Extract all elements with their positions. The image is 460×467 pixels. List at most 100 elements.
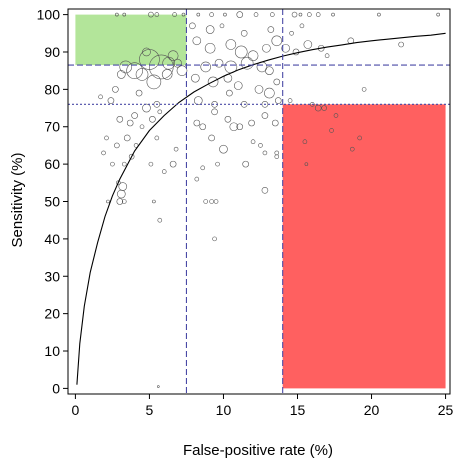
study-point	[126, 62, 143, 79]
study-point	[398, 41, 404, 48]
study-point	[211, 108, 218, 116]
study-point	[248, 119, 255, 127]
study-point	[224, 115, 232, 123]
study-point	[212, 236, 217, 242]
study-point	[253, 12, 259, 17]
study-point	[247, 50, 259, 62]
study-point	[192, 36, 202, 46]
study-point	[236, 123, 244, 131]
y-tick-label: 70	[44, 119, 60, 135]
study-point	[303, 40, 313, 49]
study-point	[262, 43, 271, 53]
study-point	[349, 146, 355, 152]
reference-lines	[68, 9, 450, 394]
study-point	[242, 160, 249, 168]
study-point	[324, 53, 330, 59]
study-point	[131, 112, 138, 119]
study-point	[110, 161, 115, 167]
study-point	[361, 87, 367, 92]
study-point	[261, 112, 269, 119]
study-point	[196, 12, 201, 17]
study-point	[310, 102, 315, 107]
study-point	[119, 60, 133, 74]
study-point	[240, 29, 248, 37]
y-axis-label: Sensitivity (%)	[9, 152, 26, 247]
study-point	[200, 165, 206, 171]
study-point	[299, 23, 305, 29]
study-point	[107, 97, 115, 104]
study-point	[135, 68, 149, 81]
study-point	[436, 12, 440, 17]
study-point	[148, 161, 154, 167]
study-point	[219, 23, 225, 29]
shaded-regions	[75, 14, 446, 389]
study-point	[291, 11, 298, 18]
study-point	[225, 39, 237, 50]
study-point	[118, 182, 128, 191]
study-point	[169, 160, 177, 168]
study-point	[191, 73, 200, 83]
study-point	[274, 150, 280, 156]
x-tick-label: 10	[216, 402, 232, 418]
study-point	[162, 56, 175, 70]
study-point	[262, 150, 268, 156]
study-point	[161, 169, 167, 174]
x-tick-label: 0	[72, 402, 80, 418]
study-point	[122, 12, 127, 17]
study-point	[233, 81, 243, 90]
study-point	[331, 12, 335, 17]
y-tick-label: 80	[44, 81, 60, 97]
study-point	[304, 162, 309, 166]
study-point	[274, 154, 280, 159]
study-point	[161, 69, 173, 80]
study-point	[219, 144, 228, 154]
x-tick-label: 5	[146, 402, 154, 418]
y-tick-label: 60	[44, 156, 60, 172]
study-point	[117, 70, 126, 79]
study-point	[223, 12, 227, 17]
x-axis-ticks: 0 5 10 15 20 25	[72, 394, 454, 418]
y-tick-label: 0	[52, 380, 60, 396]
study-point	[173, 58, 182, 68]
study-point	[315, 12, 321, 17]
fitted-curve-layer	[76, 32, 446, 385]
study-point	[112, 86, 119, 93]
study-point	[204, 42, 216, 54]
study-point	[226, 89, 233, 97]
study-point	[157, 385, 160, 388]
study-point	[101, 150, 106, 156]
study-point	[154, 135, 160, 141]
study-point	[209, 199, 214, 204]
study-point	[258, 143, 263, 148]
study-point	[176, 65, 188, 76]
study-point	[273, 78, 281, 86]
study-point	[214, 58, 224, 68]
study-point	[265, 66, 274, 75]
region-red	[282, 104, 446, 389]
x-tick-label: 25	[438, 402, 454, 418]
study-point	[114, 142, 120, 149]
study-point	[357, 135, 362, 141]
study-point	[234, 45, 248, 59]
study-point	[200, 61, 211, 73]
study-point	[207, 76, 219, 88]
study-point	[149, 115, 156, 123]
study-point	[148, 11, 154, 18]
study-point	[142, 103, 151, 113]
study-point	[146, 74, 162, 90]
study-point	[98, 94, 103, 100]
study-point	[199, 123, 207, 131]
study-point	[270, 12, 275, 17]
study-point	[267, 26, 275, 33]
study-point	[121, 161, 127, 167]
y-tick-label: 20	[44, 306, 60, 322]
study-point	[121, 199, 127, 204]
study-point	[213, 199, 219, 204]
study-point	[287, 98, 293, 103]
y-tick-label: 50	[44, 194, 60, 210]
study-point	[116, 115, 124, 123]
y-tick-label: 10	[44, 343, 60, 359]
study-point	[167, 50, 179, 62]
study-point	[173, 146, 179, 152]
